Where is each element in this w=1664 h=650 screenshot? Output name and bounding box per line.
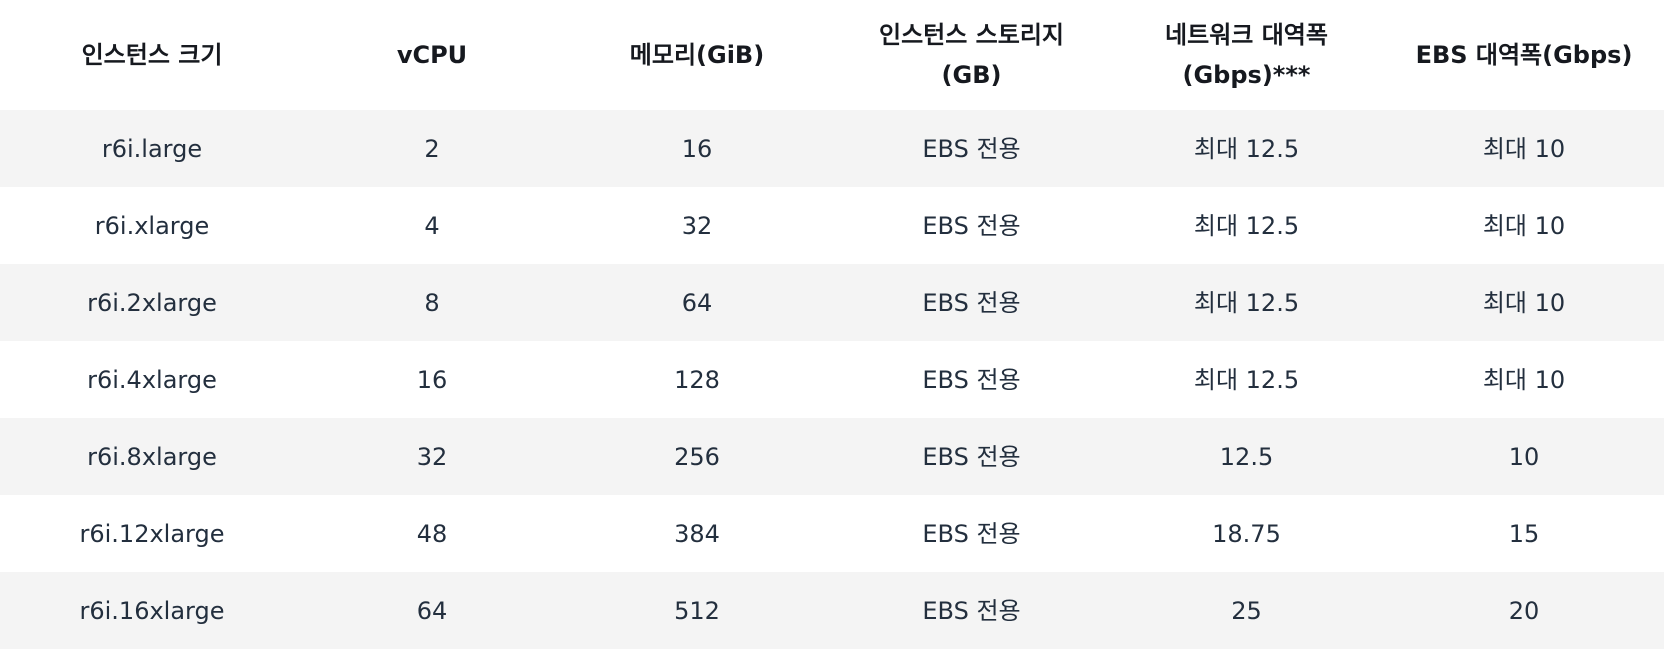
cell-ebs-bandwidth: 최대 10	[1384, 341, 1664, 418]
cell-memory: 64	[560, 264, 834, 341]
table-header: 인스턴스 크기 vCPU 메모리(GiB) 인스턴스 스토리지 (GB) 네트워…	[0, 0, 1664, 110]
cell-vcpu: 2	[304, 110, 560, 187]
table-row: r6i.16xlarge 64 512 EBS 전용 25 20	[0, 572, 1664, 649]
cell-network-bandwidth: 최대 12.5	[1109, 110, 1384, 187]
cell-network-bandwidth: 최대 12.5	[1109, 187, 1384, 264]
cell-ebs-bandwidth: 20	[1384, 572, 1664, 649]
table-row: r6i.4xlarge 16 128 EBS 전용 최대 12.5 최대 10	[0, 341, 1664, 418]
table-body: r6i.large 2 16 EBS 전용 최대 12.5 최대 10 r6i.…	[0, 110, 1664, 649]
header-vcpu: vCPU	[304, 0, 560, 110]
cell-memory: 512	[560, 572, 834, 649]
table-row: r6i.8xlarge 32 256 EBS 전용 12.5 10	[0, 418, 1664, 495]
table-row: r6i.12xlarge 48 384 EBS 전용 18.75 15	[0, 495, 1664, 572]
cell-instance-size: r6i.12xlarge	[0, 495, 304, 572]
cell-instance-size: r6i.2xlarge	[0, 264, 304, 341]
cell-vcpu: 16	[304, 341, 560, 418]
cell-vcpu: 48	[304, 495, 560, 572]
cell-network-bandwidth: 18.75	[1109, 495, 1384, 572]
cell-instance-storage: EBS 전용	[834, 264, 1109, 341]
cell-network-bandwidth: 최대 12.5	[1109, 341, 1384, 418]
cell-instance-storage: EBS 전용	[834, 187, 1109, 264]
cell-vcpu: 4	[304, 187, 560, 264]
cell-memory: 384	[560, 495, 834, 572]
cell-network-bandwidth: 12.5	[1109, 418, 1384, 495]
cell-ebs-bandwidth: 10	[1384, 418, 1664, 495]
cell-memory: 256	[560, 418, 834, 495]
cell-instance-size: r6i.8xlarge	[0, 418, 304, 495]
cell-vcpu: 32	[304, 418, 560, 495]
cell-instance-size: r6i.4xlarge	[0, 341, 304, 418]
cell-ebs-bandwidth: 최대 10	[1384, 187, 1664, 264]
table-row: r6i.2xlarge 8 64 EBS 전용 최대 12.5 최대 10	[0, 264, 1664, 341]
table-row: r6i.xlarge 4 32 EBS 전용 최대 12.5 최대 10	[0, 187, 1664, 264]
cell-instance-size: r6i.16xlarge	[0, 572, 304, 649]
cell-vcpu: 8	[304, 264, 560, 341]
cell-memory: 16	[560, 110, 834, 187]
cell-instance-storage: EBS 전용	[834, 572, 1109, 649]
header-network-bandwidth: 네트워크 대역폭 (Gbps)***	[1109, 0, 1384, 110]
cell-instance-size: r6i.large	[0, 110, 304, 187]
header-row: 인스턴스 크기 vCPU 메모리(GiB) 인스턴스 스토리지 (GB) 네트워…	[0, 0, 1664, 110]
header-instance-storage: 인스턴스 스토리지 (GB)	[834, 0, 1109, 110]
cell-ebs-bandwidth: 최대 10	[1384, 264, 1664, 341]
cell-network-bandwidth: 최대 12.5	[1109, 264, 1384, 341]
cell-instance-storage: EBS 전용	[834, 110, 1109, 187]
cell-network-bandwidth: 25	[1109, 572, 1384, 649]
cell-memory: 32	[560, 187, 834, 264]
header-memory: 메모리(GiB)	[560, 0, 834, 110]
cell-ebs-bandwidth: 15	[1384, 495, 1664, 572]
cell-instance-storage: EBS 전용	[834, 418, 1109, 495]
cell-memory: 128	[560, 341, 834, 418]
cell-instance-size: r6i.xlarge	[0, 187, 304, 264]
table-row: r6i.large 2 16 EBS 전용 최대 12.5 최대 10	[0, 110, 1664, 187]
cell-ebs-bandwidth: 최대 10	[1384, 110, 1664, 187]
cell-vcpu: 64	[304, 572, 560, 649]
header-ebs-bandwidth: EBS 대역폭(Gbps)	[1384, 0, 1664, 110]
cell-instance-storage: EBS 전용	[834, 341, 1109, 418]
header-instance-size: 인스턴스 크기	[0, 0, 304, 110]
cell-instance-storage: EBS 전용	[834, 495, 1109, 572]
